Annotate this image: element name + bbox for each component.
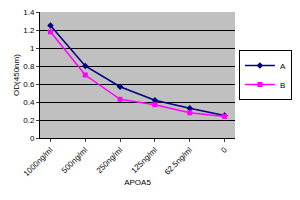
svg-text:0.6: 0.6	[23, 80, 35, 89]
svg-text:1.2: 1.2	[23, 26, 35, 35]
svg-text:500ng/ml: 500ng/ml	[60, 145, 90, 175]
svg-text:0: 0	[219, 145, 229, 155]
svg-text:0.2: 0.2	[23, 116, 35, 125]
svg-text:1.4: 1.4	[23, 8, 35, 17]
svg-text:OD(450nm): OD(450nm)	[12, 54, 21, 96]
svg-text:0.8: 0.8	[23, 62, 35, 71]
svg-text:0: 0	[30, 134, 35, 143]
svg-text:B: B	[280, 81, 285, 90]
svg-text:250ng/ml: 250ng/ml	[95, 145, 125, 175]
svg-text:125ng/ml: 125ng/ml	[130, 145, 160, 175]
svg-text:0.4: 0.4	[23, 98, 35, 107]
svg-text:62.5ng/ml: 62.5ng/ml	[163, 145, 194, 176]
svg-text:APOA5: APOA5	[124, 178, 151, 187]
svg-text:A: A	[280, 62, 286, 71]
svg-text:1000ng/ml: 1000ng/ml	[22, 145, 55, 178]
svg-text:1: 1	[30, 44, 35, 53]
